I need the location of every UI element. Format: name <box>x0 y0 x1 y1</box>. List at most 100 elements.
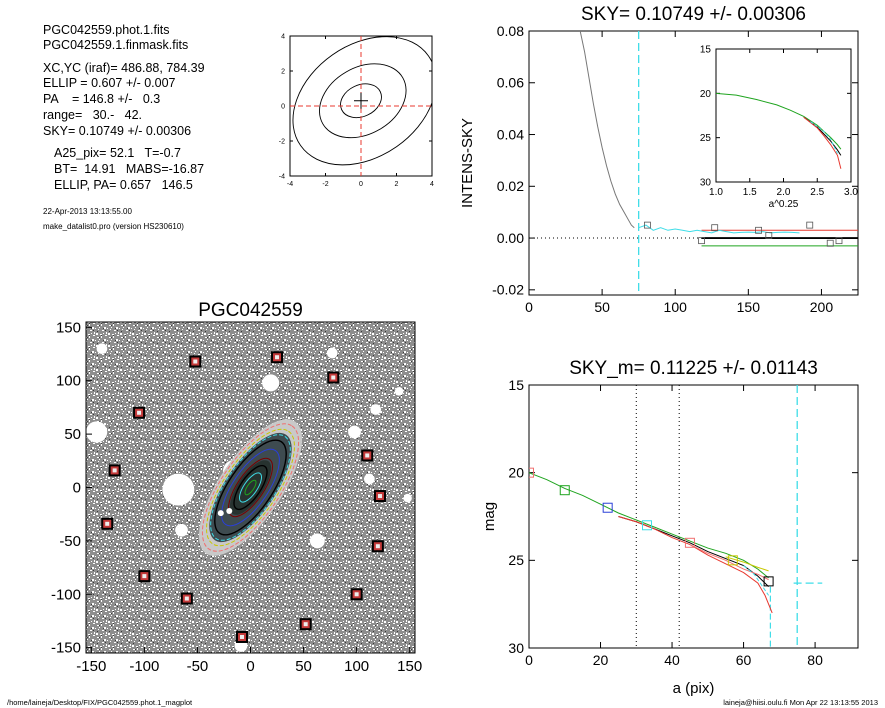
x-tick-label: 1.5 <box>743 187 757 198</box>
mag-sample-square <box>642 520 653 531</box>
galaxy-image <box>86 322 415 653</box>
masked-region <box>262 374 280 392</box>
contour-level <box>340 83 382 119</box>
star-mask <box>226 507 233 514</box>
sky-box-center <box>193 359 198 364</box>
y-tick-label: 0.04 <box>497 126 524 142</box>
a25-value: A25_pix= 52.1 T=-0.7 <box>54 146 181 160</box>
image-title: PGC042559 <box>198 300 303 321</box>
mag-plot-area <box>529 385 823 648</box>
sky-sample-square <box>806 221 814 229</box>
y-tick-label: -50 <box>59 533 81 550</box>
y-tick-label: 0 <box>281 103 285 110</box>
x-tick-label: -2 <box>322 181 328 188</box>
sky-ylabel: INTENS-SKY <box>459 118 476 208</box>
y-tick-label: 100 <box>56 373 81 390</box>
inset-xlabel: a^0.25 <box>769 199 799 210</box>
y-tick-label: 20 <box>508 465 524 481</box>
sky-box-center <box>137 410 142 415</box>
x-tick-label: 20 <box>593 652 609 668</box>
mag-sample-square <box>727 555 738 566</box>
x-tick-label: 100 <box>664 299 688 315</box>
star-mask <box>217 510 224 517</box>
y-tick-label: 0.02 <box>497 178 524 194</box>
y-tick-label: -150 <box>51 640 81 657</box>
mag-sample-square <box>529 467 534 478</box>
x-tick-label: 100 <box>344 658 369 675</box>
y-tick-label: 30 <box>508 640 524 656</box>
y-tick-label: 2 <box>281 68 285 75</box>
masked-region <box>309 533 325 549</box>
isophote <box>239 472 262 503</box>
sky-sample-square <box>755 226 762 234</box>
sky-title: SKY= 0.10749 +/- 0.00306 <box>581 4 806 25</box>
masked-region <box>86 421 108 443</box>
sky-box-center <box>365 453 370 458</box>
sky-value: SKY= 0.10749 +/- 0.00306 <box>43 124 192 138</box>
x-tick-label: 0 <box>525 299 533 315</box>
sky-box-center <box>184 596 189 601</box>
x-tick-label: 2.0 <box>777 187 791 198</box>
masked-region <box>403 493 412 503</box>
masked-region <box>326 347 338 359</box>
sky-series-cyan <box>638 224 800 234</box>
masked-region <box>162 473 195 506</box>
mag-sample-square <box>763 576 774 587</box>
timestamp-label: 22-Apr-2013 13:13:55.00 <box>43 207 132 216</box>
maskname-label: PGC042559.1.finmask.fits <box>43 38 189 52</box>
y-tick-label: 0.06 <box>497 75 524 91</box>
x-tick-label: 40 <box>664 652 680 668</box>
x-tick-label: -50 <box>187 658 209 675</box>
radial-range-value: range= 30.- 42. <box>43 108 143 122</box>
mag-series-green <box>529 472 769 579</box>
x-tick-label: 150 <box>737 299 761 315</box>
y-tick-label: 25 <box>700 133 712 144</box>
mag-series-red <box>618 516 773 614</box>
sky-series-black <box>579 31 635 229</box>
mag-series-black <box>618 516 769 587</box>
sky-frame <box>528 30 859 296</box>
mag-series-cyan <box>743 565 770 596</box>
isophote <box>233 464 268 511</box>
mag-sample-square <box>684 537 695 548</box>
image-axes: -150 -100 -50 0 50 100 150 -150 -100 -50 0 50 100 150 <box>51 319 422 675</box>
sky-axes: 0 50 100 150 200 -0.02 0.00 0.02 0.04 0.06 0.08 <box>492 23 859 315</box>
footer-path: /home/laineja/Desktop/FIX/PGC042559.phot… <box>7 698 193 707</box>
footer-user: laineja@hiisi.oulu.fi Mon Apr 22 13:13:5… <box>723 698 878 707</box>
ellip-pa-value: ELLIP, PA= 0.657 146.5 <box>54 178 193 192</box>
mag-xlabel: a (pix) <box>673 680 715 697</box>
y-tick-label: 15 <box>508 377 524 393</box>
bt-mabs-value: BT= 14.91 MABS=-16.87 <box>54 162 205 176</box>
contour-lines <box>290 36 432 176</box>
masked-region <box>96 343 108 354</box>
mag-sample-square <box>602 502 613 513</box>
mag-series-salmon <box>689 544 769 581</box>
x-tick-label: 0 <box>525 652 533 668</box>
isophote <box>221 448 280 527</box>
x-tick-label: 200 <box>810 299 834 315</box>
y-tick-label: -100 <box>51 586 81 603</box>
sky-sample-square <box>826 239 834 247</box>
x-tick-label: 50 <box>594 299 610 315</box>
sky-sample-square <box>765 232 773 239</box>
isophote <box>210 434 291 541</box>
center-coordinates: XC,YC (iraf)= 486.88, 784.39 <box>43 61 205 75</box>
sky-box-center <box>375 544 380 549</box>
program-label: make_datalist0.pro (version HS230610) <box>43 222 184 231</box>
x-tick-label: 50 <box>295 658 312 675</box>
y-tick-label: 20 <box>700 89 712 100</box>
x-tick-label: 3.0 <box>844 187 858 198</box>
x-tick-label: -150 <box>76 658 106 675</box>
mag-axes: 0 20 40 60 80 15 20 25 30 <box>508 377 859 668</box>
masked-region <box>175 523 188 537</box>
sky-sample-square <box>711 224 719 232</box>
isophote <box>228 457 273 518</box>
isophote <box>244 479 257 496</box>
y-tick-label: 150 <box>56 319 81 336</box>
x-tick-label: 150 <box>397 658 422 675</box>
sky-sample-square <box>698 237 705 245</box>
inset-series-cyan <box>810 121 838 154</box>
isophote <box>214 439 287 536</box>
sky-box-center <box>331 375 336 380</box>
mag-title: SKY_m= 0.11225 +/- 0.01143 <box>569 358 818 379</box>
